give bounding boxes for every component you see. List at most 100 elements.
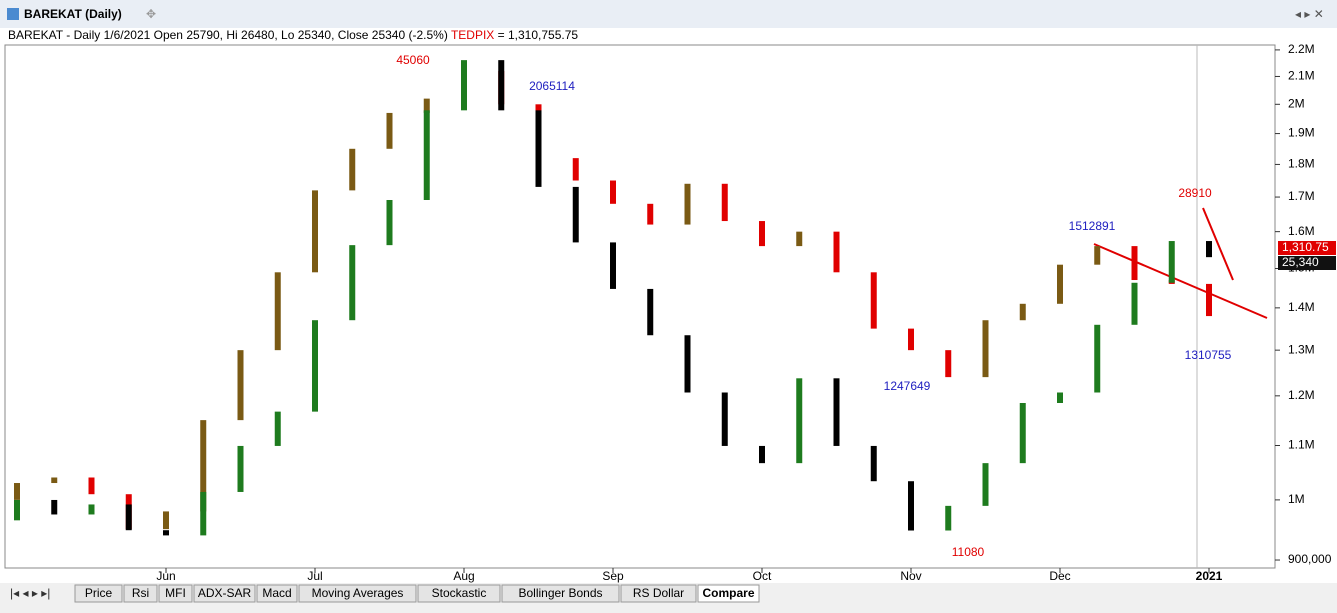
candle (610, 180, 616, 204)
marks: 900,0001M1.1M1.2M1.3M1.4M1.5M1.6M1.7M1.8… (14, 42, 1336, 583)
tab[interactable] (417, 584, 501, 603)
index-value: = 1,310,755.75 (498, 28, 579, 42)
tabs: Price Rsi MFI ADX-SAR Macd Moving Averages Sto… (74, 584, 760, 603)
candle (982, 463, 989, 506)
annotation: 1247649 (884, 379, 931, 393)
candle (684, 335, 691, 393)
tab-nav[interactable]: |◂ ◂ ▸ ▸| (10, 586, 50, 600)
candle (908, 481, 914, 531)
trend-line (1093, 243, 1268, 319)
candle (796, 231, 803, 247)
info-text: BAREKAT - Daily 1/6/2021 Open 25790, Hi … (8, 28, 448, 42)
info-line: BAREKAT - Daily 1/6/2021 Open 25790, Hi … (8, 28, 578, 42)
tab-label[interactable]: RS Dollar (633, 586, 684, 600)
index-name: TEDPIX (451, 28, 494, 42)
y-tick-label: 1M (1288, 492, 1305, 506)
tab[interactable] (74, 584, 123, 603)
candle (647, 203, 654, 225)
tab-label[interactable]: Compare (702, 586, 754, 600)
candle (14, 483, 20, 500)
candle (721, 183, 728, 222)
candle (1206, 283, 1212, 317)
candle (870, 445, 877, 482)
y-tick-label: 1.8M (1288, 157, 1315, 171)
candle (274, 411, 281, 446)
tab-label[interactable]: Bollinger Bonds (518, 586, 602, 600)
candle (982, 320, 989, 378)
candle (1094, 324, 1101, 393)
y-tick-label: 1.3M (1288, 342, 1315, 356)
candle (945, 350, 952, 378)
window-icon (7, 8, 19, 20)
tab-label[interactable]: Stockastic (432, 586, 487, 600)
x-tick-label: Jun (156, 569, 175, 583)
y-tick-label: 1.1M (1288, 438, 1315, 452)
tab[interactable] (298, 584, 417, 603)
tab[interactable] (158, 584, 193, 603)
candle (51, 477, 58, 484)
candle (200, 491, 207, 536)
y-tick-label: 1.7M (1288, 189, 1315, 203)
candle (349, 148, 356, 191)
trend-line (1202, 207, 1234, 281)
candle (349, 245, 356, 321)
tab[interactable] (501, 584, 620, 603)
candle (423, 110, 430, 201)
candle (759, 445, 765, 464)
x-tick-label: Aug (453, 569, 474, 583)
candle (163, 511, 169, 530)
candle (572, 158, 579, 181)
y-tick-label: 2.1M (1288, 69, 1315, 83)
tab[interactable] (123, 584, 158, 603)
tab-label[interactable]: Price (85, 586, 113, 600)
tab[interactable] (697, 584, 760, 603)
candle (945, 505, 952, 531)
candle (237, 445, 244, 492)
candle (14, 499, 20, 521)
tab[interactable] (620, 584, 697, 603)
x-tick-label: Oct (753, 569, 772, 583)
plot-frame (4, 44, 1276, 569)
candle (833, 231, 840, 273)
x-tick-label: Jul (307, 569, 322, 583)
tab-label[interactable]: Macd (262, 586, 291, 600)
title-bar (0, 0, 1337, 28)
annotation: 11080 (952, 545, 985, 559)
candle (237, 350, 244, 421)
candle (125, 504, 132, 531)
candle (535, 110, 542, 187)
candle (1206, 241, 1212, 258)
candle (684, 183, 691, 225)
candle (386, 112, 393, 149)
annotation: 1310755 (1185, 348, 1232, 362)
candle (1019, 403, 1026, 464)
candle (312, 190, 318, 273)
tab-label[interactable]: MFI (165, 586, 186, 600)
candle (833, 378, 840, 446)
tab[interactable] (256, 584, 298, 603)
nav-arrows[interactable]: ◂ ▸ ✕ (1295, 7, 1324, 21)
chart-area (0, 28, 1337, 583)
price-tag (1278, 241, 1336, 255)
y-tick-label: 2M (1288, 96, 1305, 110)
tab-label[interactable]: Moving Averages (312, 586, 404, 600)
candle (572, 186, 579, 243)
candle (870, 272, 877, 329)
tab[interactable] (193, 584, 256, 603)
candle (1131, 282, 1138, 325)
candle (88, 504, 95, 515)
window-title: BAREKAT (Daily) (24, 7, 122, 21)
candle (386, 200, 393, 246)
candle (796, 378, 803, 464)
candle (274, 272, 281, 351)
candle (1057, 392, 1063, 404)
tab-label[interactable]: Rsi (132, 586, 149, 600)
pin-icon[interactable]: ✥ (146, 7, 156, 21)
candle (200, 420, 207, 512)
tab-label[interactable]: ADX-SAR (198, 586, 252, 600)
price-tag-label: 1,310.75 (1282, 240, 1329, 254)
y-tick-label: 1.6M (1288, 224, 1315, 238)
y-tick-label: 1.4M (1288, 300, 1315, 314)
